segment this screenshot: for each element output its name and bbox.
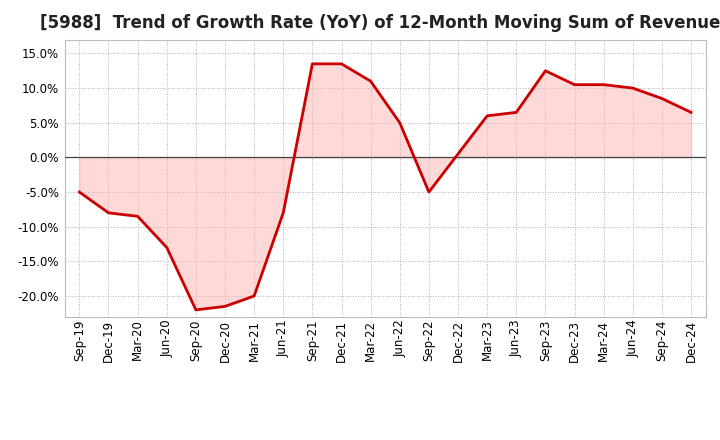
Title: [5988]  Trend of Growth Rate (YoY) of 12-Month Moving Sum of Revenues: [5988] Trend of Growth Rate (YoY) of 12-… <box>40 15 720 33</box>
